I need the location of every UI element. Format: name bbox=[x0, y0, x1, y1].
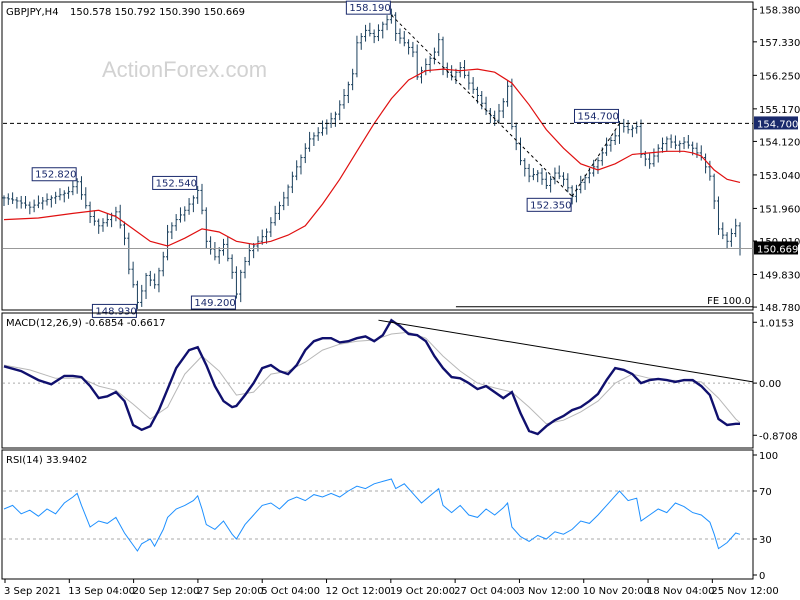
rsi-label: RSI(14) 33.9402 bbox=[6, 455, 87, 466]
price-annotation-label: 152.350 bbox=[530, 200, 571, 211]
dashed-trendline bbox=[571, 123, 620, 197]
price-annotation-label: 152.820 bbox=[35, 170, 76, 181]
macd-label: MACD(12,26,9) -0.6854 -0.6617 bbox=[6, 318, 166, 329]
rsi-pane-frame bbox=[1, 449, 754, 580]
time-tick-label: 3 Nov 12:00 bbox=[518, 586, 579, 597]
price-tick-label: 154.120 bbox=[759, 137, 800, 148]
price-annotation-box bbox=[573, 108, 619, 123]
time-tick-label: 10 Nov 20:00 bbox=[583, 586, 650, 597]
price-tick-label: 156.250 bbox=[759, 71, 800, 82]
price-annotation-label: 149.200 bbox=[194, 298, 235, 309]
price-annotation-box bbox=[345, 0, 391, 15]
price-annotation-box bbox=[526, 197, 572, 212]
price-plot: FE 100.0 152.820 148.930 152.540 149.200 158.… bbox=[2, 0, 753, 318]
price-annotation-box bbox=[190, 295, 236, 310]
time-tick-label: 19 Oct 20:00 bbox=[390, 586, 455, 597]
time-tick-label: 25 Nov 12:00 bbox=[711, 586, 778, 597]
symbol-label: GBPJPY,H4 bbox=[6, 7, 59, 18]
time-tick-label: 3 Sep 2021 bbox=[4, 586, 61, 597]
time-tick-label: 27 Sep 20:00 bbox=[197, 586, 264, 597]
rsi-tick-label: 70 bbox=[759, 487, 772, 498]
price-tick-label: 149.830 bbox=[759, 270, 800, 281]
level-154700-badge bbox=[754, 116, 798, 130]
watermark: ActionForex.com bbox=[102, 57, 267, 82]
macd-plot bbox=[3, 318, 754, 436]
macd-trendline bbox=[378, 319, 754, 383]
macd-tick-label: 1.0153 bbox=[759, 318, 794, 329]
macd-main-line bbox=[3, 318, 740, 436]
rsi-plot bbox=[3, 478, 753, 552]
rsi-y-axis: 100 70 30 0 bbox=[753, 451, 778, 582]
macd-tick-label: 0.00 bbox=[759, 379, 781, 390]
ohlc-values: 150.578 150.792 150.390 150.669 bbox=[70, 7, 245, 18]
price-annotation-label: 158.190 bbox=[349, 3, 390, 14]
current-price-label: 150.669 bbox=[757, 244, 798, 255]
rsi-tick-label: 100 bbox=[759, 451, 778, 462]
price-tick-label: 158.380 bbox=[759, 5, 800, 16]
time-tick-label: 13 Sep 04:00 bbox=[68, 586, 135, 597]
price-tick-label: 153.040 bbox=[759, 171, 800, 182]
dashed-trendline bbox=[391, 14, 573, 197]
time-tick-label: 5 Oct 04:00 bbox=[261, 586, 320, 597]
rsi-line bbox=[3, 478, 741, 552]
price-annotation-box bbox=[152, 175, 198, 190]
price-y-axis: 158.380 157.330 156.250 155.170 154.120 153.0… bbox=[753, 5, 800, 314]
time-tick-label: 18 Nov 04:00 bbox=[647, 586, 714, 597]
price-tick-label: 148.780 bbox=[759, 303, 800, 314]
price-tick-label: 151.960 bbox=[759, 204, 800, 215]
price-annotation-label: 154.700 bbox=[577, 111, 618, 122]
price-annotation-label: 148.930 bbox=[95, 306, 136, 317]
current-price-badge bbox=[754, 241, 798, 255]
price-tick-label: 157.330 bbox=[759, 38, 800, 49]
price-annotation-box bbox=[31, 167, 77, 182]
macd-tick-label: -0.8708 bbox=[759, 431, 798, 442]
time-tick-label: 12 Oct 12:00 bbox=[326, 586, 391, 597]
time-tick-label: 27 Oct 04:00 bbox=[454, 586, 519, 597]
macd-y-axis: 1.0153 0.00 -0.8708 bbox=[753, 318, 798, 442]
fe-100-label: FE 100.0 bbox=[707, 296, 751, 307]
level-154700-label: 154.700 bbox=[757, 119, 798, 130]
price-annotation-box bbox=[91, 303, 137, 318]
price-tick-label: 155.170 bbox=[759, 105, 800, 116]
macd-pane-frame bbox=[1, 312, 754, 449]
rsi-tick-label: 0 bbox=[759, 571, 765, 582]
moving-average-line bbox=[3, 68, 741, 247]
rsi-tick-label: 30 bbox=[759, 535, 772, 546]
time-tick-label: 20 Sep 12:00 bbox=[133, 586, 200, 597]
price-annotation-label: 152.540 bbox=[156, 178, 197, 189]
